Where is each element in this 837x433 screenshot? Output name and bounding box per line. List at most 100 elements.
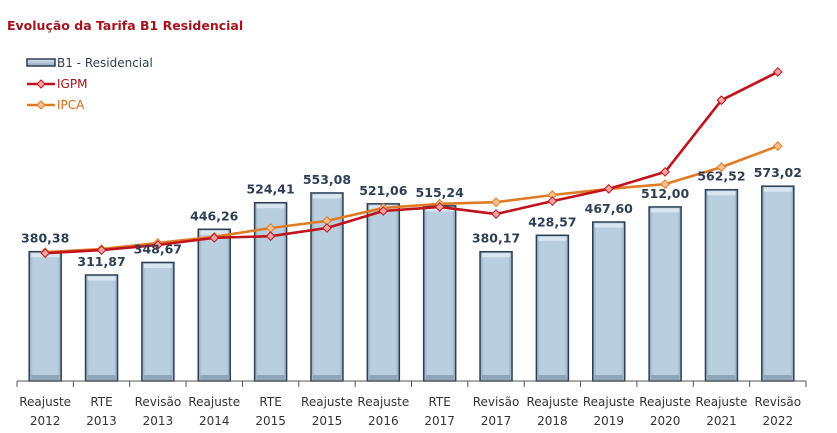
bar [422,205,457,382]
bar-highlight [707,191,736,196]
x-tick-label: Reajuste [639,395,691,409]
legend-marker-ipca [36,100,46,110]
bar-shadow [538,375,567,380]
x-tick-label: 2015 [312,414,343,428]
bar-highlight [256,204,285,209]
bar-highlight [651,208,680,213]
chart-title: Evolução da Tarifa B1 Residencial [7,18,243,33]
marker-igpm [265,231,276,242]
data-label: 524,41 [246,182,294,197]
marker-ipca [660,179,671,190]
x-tick-label: Reajuste [583,395,635,409]
bar [704,188,739,382]
marker-igpm [434,202,445,212]
data-label: 573,02 [754,165,802,180]
legend-item-igpm: IGPM [27,77,87,91]
marker-igpm [378,206,389,216]
x-tick-label: Reajuste [188,395,240,409]
x-tick-label: 2013 [143,414,174,428]
marker-igpm [660,166,671,177]
marker-ipca [772,141,783,151]
x-tick-label: 2015 [255,414,286,428]
x-tick-label: Reajuste [526,395,578,409]
bar-shadow [425,375,454,380]
data-label: 428,57 [528,214,576,229]
marker-igpm [772,67,783,77]
x-tick-label: Reajuste [301,395,353,409]
bar-shadow [200,375,229,380]
x-tick-label: Reajuste [357,395,409,409]
x-tick-label: Revisão [135,395,182,409]
marker-igpm [716,95,727,106]
legend-item-ipca: IPCA [27,98,85,112]
x-tick-label: 2013 [86,414,117,428]
legend-label-bar: B1 - Residencial [57,56,153,70]
marker-igpm [209,232,220,243]
bar [761,185,795,382]
x-tick-label: 2019 [593,414,624,428]
x-tick-label: RTE [259,395,281,409]
data-label: 380,38 [21,231,69,246]
x-tick-label: RTE [428,395,450,409]
bar [366,203,401,382]
x-tick-label: 2018 [537,414,568,428]
bar-shadow [707,375,736,380]
line-ipca [45,144,779,254]
bar [141,261,175,382]
marker-igpm [547,196,558,207]
data-label: 446,26 [190,208,239,223]
data-label: 562,52 [697,169,745,184]
legend-label-igpm: IGPM [57,77,87,91]
bar-shadow [763,375,792,380]
x-tick-label: Revisão [473,395,520,409]
bar-shadow [482,375,511,380]
legend-marker-igpm [36,79,46,89]
data-label: 348,67 [134,241,182,256]
x-tick-label: 2017 [481,414,512,428]
legend: B1 - Residencial IGPM IPCA [26,56,153,112]
x-tick-label: Reajuste [696,395,748,409]
marker-igpm [322,223,332,233]
bar-highlight [538,236,567,241]
x-tick-label: 2016 [368,414,399,428]
bar-shadow [87,375,116,380]
marker-igpm [491,209,501,219]
marker-igpm [96,245,107,256]
bar [197,228,231,382]
data-label: 512,00 [641,186,690,201]
bar [535,234,570,382]
x-tick-label: Revisão [755,395,802,409]
x-tick-label: 2014 [199,414,230,428]
bar [648,206,682,382]
bar [592,221,626,382]
bar-series [28,185,795,382]
marker-igpm [603,183,614,194]
bar-highlight [312,194,341,199]
bar-highlight [87,276,116,281]
legend-swatch-bar [26,58,56,67]
data-label: 515,24 [416,185,465,200]
data-label: 380,17 [472,231,520,246]
data-label: 311,87 [77,254,125,269]
line-igpm [45,70,779,255]
data-label: 553,08 [303,172,351,187]
bar-shadow [256,375,285,380]
x-tick-label: RTE [90,395,112,409]
bar [479,250,513,382]
marker-ipca [491,197,501,208]
bar [28,250,62,382]
x-tick-label: 2022 [763,414,794,428]
x-tick-label: 2021 [706,414,737,428]
marker-igpm [40,248,51,259]
marker-igpm [152,240,163,250]
x-axis: Reajuste 2012 RTE 2013 Revisão 2013 Reajuste 20… [16,380,807,428]
x-tick-label: Reajuste [19,395,71,409]
bar-shadow [31,375,60,380]
x-tick-label: 2012 [30,414,61,428]
marker-ipca [716,162,727,173]
x-tick-label: 2020 [650,414,681,428]
bar-shadow [312,375,341,380]
legend-item-bar: B1 - Residencial [26,56,153,70]
bar-shadow [594,375,623,380]
